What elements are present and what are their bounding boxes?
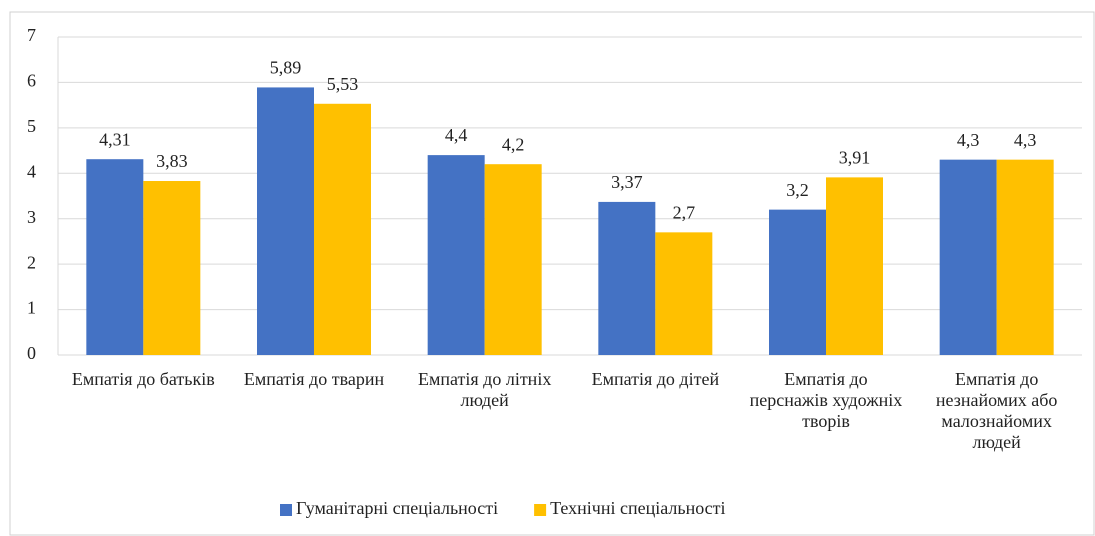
x-tick-label: Емпатія до літніх людей [417, 369, 552, 410]
y-tick-label: 6 [27, 71, 36, 91]
x-tick-label: Емпатія до дітей [591, 369, 720, 389]
y-tick-label: 2 [27, 252, 36, 272]
x-tick-label: Емпатія до перснажів художніх творів [749, 369, 903, 431]
data-label: 2,7 [673, 202, 696, 222]
data-label: 4,2 [502, 134, 525, 154]
y-tick-label: 5 [27, 116, 36, 136]
x-tick-label: Емпатія до незнайомих або малознайомих л… [935, 369, 1058, 452]
x-tick-label: Емпатія до батьків [71, 369, 215, 389]
data-label: 3,91 [839, 147, 871, 167]
data-label: 5,53 [327, 74, 359, 94]
y-tick-label: 0 [27, 343, 36, 363]
y-tick-label: 1 [27, 298, 36, 318]
x-tick-label-box: Емпатія до дітей [591, 369, 720, 389]
legend-label: Гуманітарні спеціальності [296, 498, 498, 518]
data-label: 4,3 [957, 130, 980, 150]
bar [769, 209, 826, 355]
bar [655, 232, 713, 355]
data-label: 3,2 [786, 180, 809, 200]
x-tick-label-box: Емпатія до батьків [71, 369, 215, 389]
data-label: 5,89 [270, 58, 302, 78]
data-label: 4,4 [445, 125, 468, 145]
bar [314, 103, 371, 355]
legend-swatch [280, 504, 292, 516]
data-label: 3,83 [156, 151, 188, 171]
data-label: 4,31 [99, 129, 131, 149]
y-tick-label: 3 [27, 207, 36, 227]
x-tick-label-box: Емпатія до літніх людей [417, 369, 552, 410]
x-tick-label-box: Емпатія до тварин [243, 369, 385, 389]
x-tick-label-box: Емпатія до незнайомих або малознайомих л… [935, 369, 1058, 452]
y-tick-label: 7 [27, 25, 36, 45]
data-label: 4,3 [1014, 130, 1037, 150]
data-label: 3,37 [611, 172, 643, 192]
bar [427, 155, 485, 355]
x-tick-label-box: Емпатія до перснажів художніх творів [749, 369, 903, 431]
y-tick-label: 4 [27, 161, 36, 181]
bar [484, 164, 542, 355]
legend-swatch [534, 504, 547, 516]
bar [257, 87, 314, 355]
bar [598, 201, 656, 355]
legend-label: Технічні спеціальності [550, 498, 725, 518]
bar [939, 159, 997, 355]
bar [826, 177, 883, 355]
bar [86, 159, 144, 355]
x-tick-label: Емпатія до тварин [243, 369, 385, 389]
bar [996, 159, 1054, 355]
bar [143, 181, 201, 355]
